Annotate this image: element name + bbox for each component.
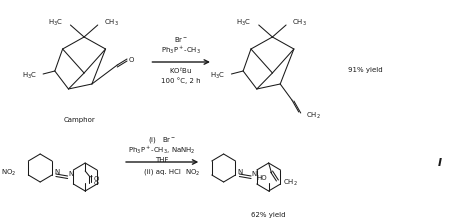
Text: Ph$_3$P$^+$-CH$_3$, NaNH$_2$: Ph$_3$P$^+$-CH$_3$, NaNH$_2$	[128, 144, 196, 156]
Text: Camphor: Camphor	[63, 117, 95, 123]
Text: NO$_2$: NO$_2$	[184, 168, 200, 178]
Text: NO$_2$: NO$_2$	[1, 168, 17, 178]
Text: H$_3$C: H$_3$C	[22, 71, 37, 81]
Text: O: O	[128, 57, 134, 63]
Text: (i)   Br$^-$: (i) Br$^-$	[148, 135, 176, 145]
Text: CH$_3$: CH$_3$	[104, 18, 118, 28]
Text: H$_3$C: H$_3$C	[236, 18, 251, 28]
Text: N: N	[54, 169, 59, 175]
Text: N: N	[252, 171, 256, 177]
Text: 62% yield: 62% yield	[252, 212, 286, 218]
Text: I: I	[438, 158, 442, 168]
Text: KO$^t$Bu: KO$^t$Bu	[169, 65, 192, 75]
Text: H$_3$C: H$_3$C	[48, 18, 63, 28]
Text: O: O	[94, 180, 99, 186]
Text: Br$^-$: Br$^-$	[174, 36, 188, 44]
Text: CH$_3$: CH$_3$	[292, 18, 307, 28]
Text: N: N	[238, 169, 243, 175]
Text: HO: HO	[256, 175, 267, 181]
Text: N: N	[68, 171, 73, 177]
Text: CH$_2$: CH$_2$	[306, 111, 320, 121]
Text: CH$_2$: CH$_2$	[283, 178, 298, 188]
Text: $^-$O: $^-$O	[87, 174, 100, 182]
Text: 100 °C, 2 h: 100 °C, 2 h	[161, 78, 201, 84]
Text: THF: THF	[155, 157, 169, 163]
Text: 91% yield: 91% yield	[347, 67, 382, 73]
Text: H$_3$C: H$_3$C	[211, 71, 225, 81]
Text: (ii) aq. HCl: (ii) aq. HCl	[144, 169, 180, 175]
Text: Ph$_3$P$^+$-CH$_3$: Ph$_3$P$^+$-CH$_3$	[161, 44, 201, 56]
